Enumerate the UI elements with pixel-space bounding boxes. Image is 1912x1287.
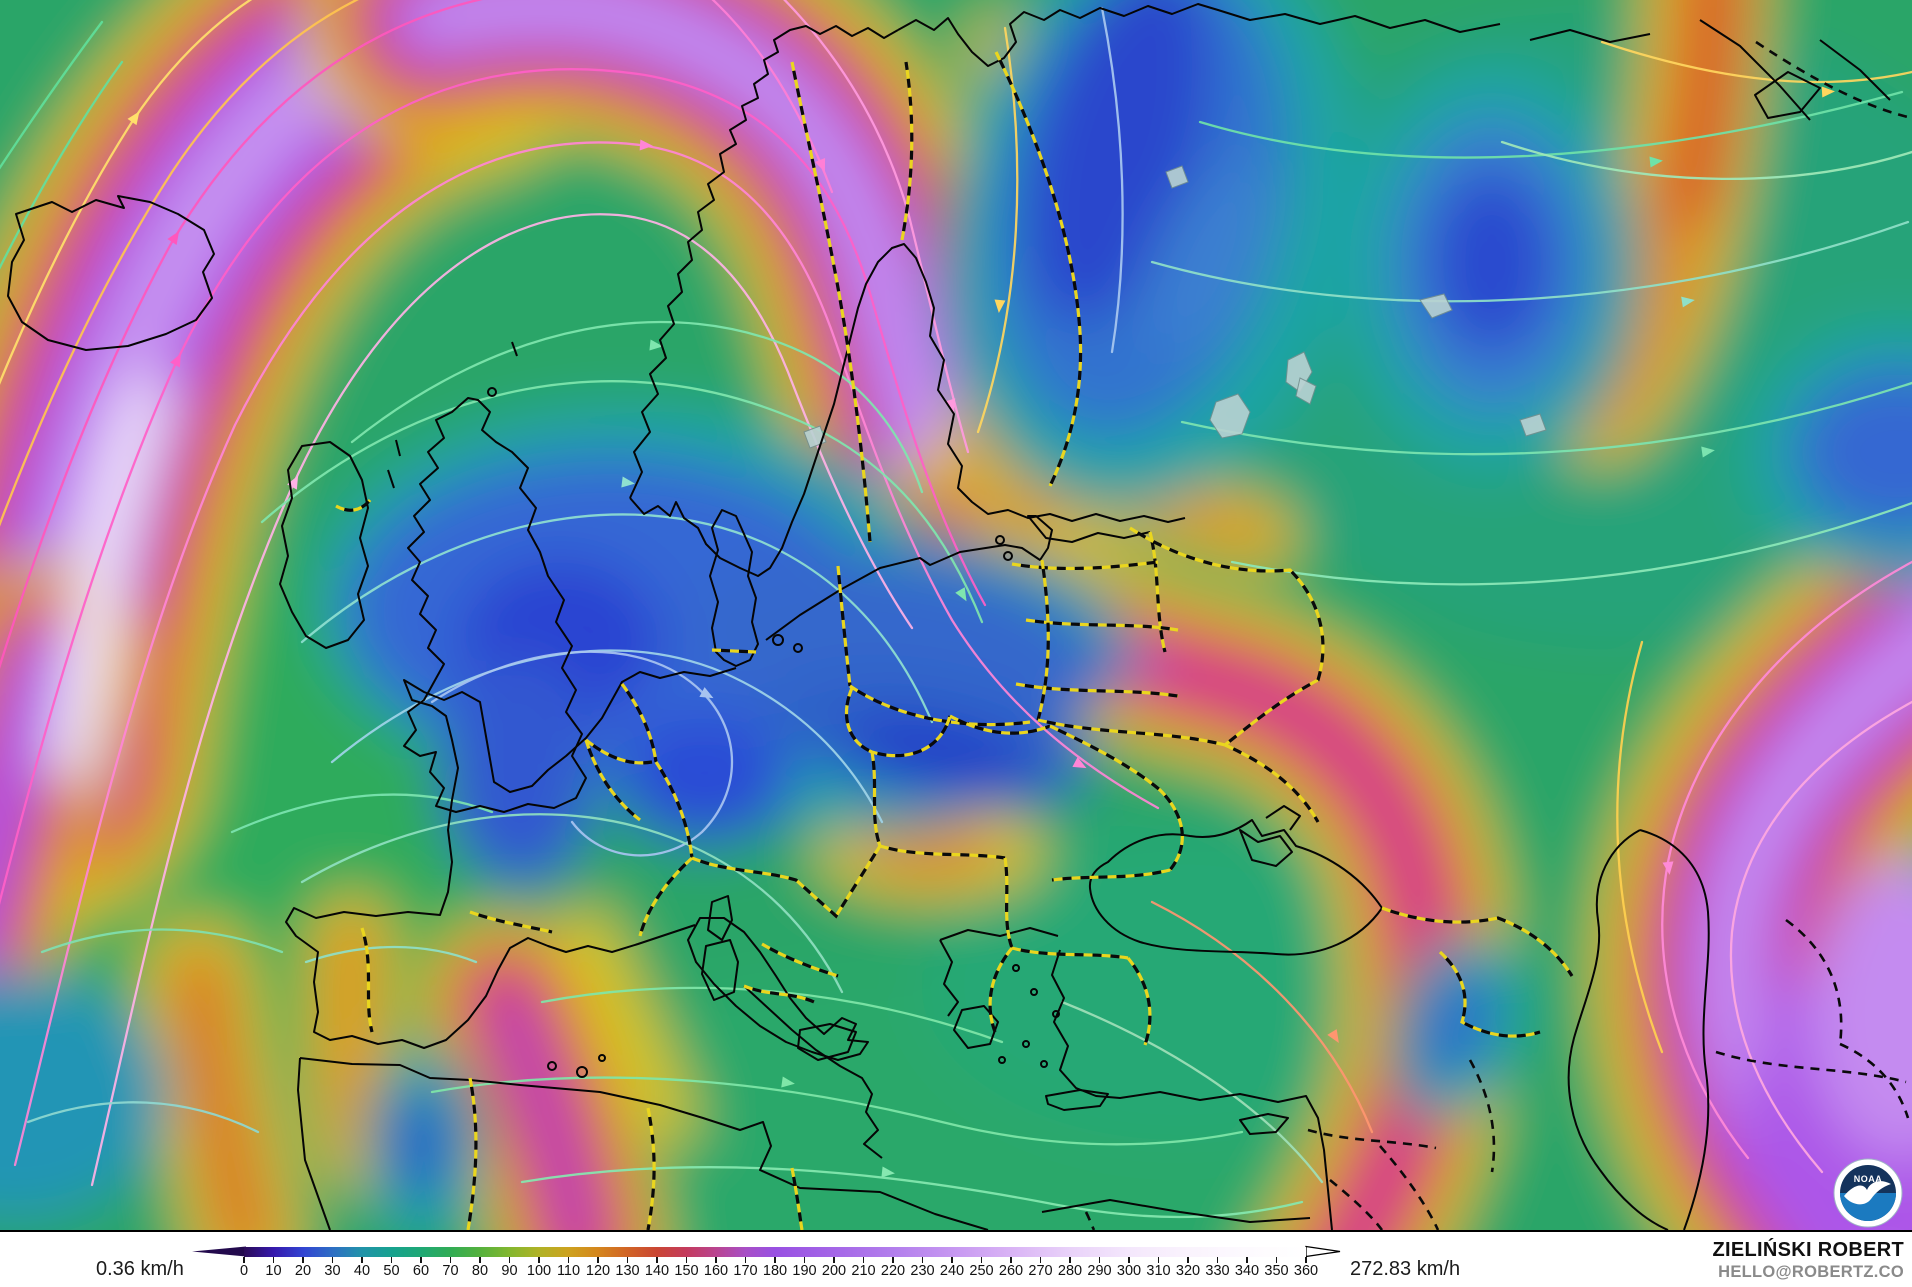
credit-email: HELLO@ROBERTZ.CO — [1718, 1263, 1904, 1281]
colorbar-tick — [715, 1256, 717, 1263]
colorbar-tick-label: 160 — [703, 1263, 729, 1279]
colorbar-tick-label: 270 — [1028, 1263, 1053, 1279]
country-borders — [7, 3, 1912, 1230]
colorbar-tick-label: 240 — [939, 1263, 965, 1279]
colorbar-tick — [656, 1256, 658, 1263]
colorbar-tick — [862, 1256, 865, 1263]
colorbar-gradient — [244, 1246, 1306, 1257]
colorbar-tick-label: 290 — [1087, 1263, 1112, 1279]
min-speed-label: 0.36 km/h — [96, 1258, 184, 1280]
colorbar-tick-label: 0 — [239, 1263, 249, 1279]
colorbar-tick-label: 350 — [1264, 1263, 1289, 1279]
colorbar-right-arrow — [1305, 1245, 1341, 1258]
colorbar-tick — [1275, 1256, 1278, 1263]
colorbar-tick — [479, 1256, 481, 1263]
colorbar-tick — [774, 1256, 776, 1263]
colorbar-tick — [390, 1256, 393, 1263]
colorbar-tick-label: 210 — [851, 1263, 876, 1279]
colorbar-tick-label: 20 — [294, 1263, 312, 1279]
colorbar-tick-label: 30 — [324, 1263, 341, 1279]
colorbar-tick — [921, 1256, 924, 1263]
colorbar-tick — [1010, 1256, 1012, 1263]
colorbar-tick-label: 110 — [556, 1263, 581, 1279]
max-speed-label: 272.83 km/h — [1350, 1258, 1461, 1280]
colorbar-arrows — [192, 1245, 1341, 1258]
colorbar-tick — [1098, 1256, 1101, 1263]
colorbar-tick-label: 170 — [733, 1263, 758, 1279]
colorbar-tick-label: 130 — [615, 1263, 640, 1279]
colorbar-tick-label: 330 — [1205, 1263, 1230, 1279]
colorbar-tick — [1246, 1256, 1248, 1263]
colorbar-tick-label: 70 — [442, 1263, 459, 1279]
colorbar-tick — [1305, 1256, 1307, 1263]
colorbar-tick-label: 200 — [821, 1263, 847, 1279]
colorbar-tick — [1039, 1256, 1042, 1263]
colorbar-tick — [272, 1256, 275, 1263]
colorbar-tick-label: 150 — [674, 1263, 699, 1279]
colorbar-tick — [1157, 1256, 1160, 1263]
credit-name: ZIELIŃSKI ROBERT — [1712, 1239, 1904, 1261]
noaa-logo-text: NOAA — [1854, 1174, 1883, 1184]
colorbar-tick-label: 220 — [880, 1263, 906, 1279]
wind-speed-field — [0, 0, 1912, 1230]
colorbar-tick — [331, 1256, 334, 1263]
colorbar-tick-label: 90 — [501, 1263, 518, 1279]
colorbar-tick-label: 320 — [1175, 1263, 1201, 1279]
colorbar-tick — [1128, 1256, 1130, 1263]
colorbar-tick — [626, 1256, 629, 1263]
map-canvas[interactable]: NOAA — [0, 0, 1912, 1232]
colorbar-tick-label: 230 — [910, 1263, 935, 1279]
colorbar-tick-label: 10 — [265, 1263, 282, 1279]
colorbar-tick-label: 40 — [353, 1263, 371, 1279]
colorbar-tick-label: 300 — [1116, 1263, 1142, 1279]
colorbar-tick — [833, 1256, 835, 1263]
colorbar-tick-label: 120 — [585, 1263, 611, 1279]
colorbar-tick-label: 180 — [762, 1263, 788, 1279]
colorbar-tick — [567, 1256, 570, 1263]
colorbar-tick — [302, 1256, 304, 1263]
credit-block: ZIELIŃSKI ROBERT HELLO@ROBERTZ.CO — [1713, 1232, 1904, 1282]
colorbar-left-arrow — [192, 1246, 246, 1257]
colorbar-tick-label: 50 — [383, 1263, 400, 1279]
colorbar-tick-label: 260 — [998, 1263, 1024, 1279]
colorbar-tick-label: 80 — [471, 1263, 489, 1279]
colorbar-tick — [1069, 1256, 1071, 1263]
colorbar-tick — [980, 1256, 983, 1263]
colorbar-tick-label: 100 — [526, 1263, 552, 1279]
colorbar-tick — [508, 1256, 511, 1263]
colorbar-tick — [1216, 1256, 1219, 1263]
colorbar-tick-label: 360 — [1293, 1263, 1319, 1279]
colorbar-tick — [597, 1256, 599, 1263]
colorbar-tick — [1187, 1256, 1189, 1263]
colorbar-tick-label: 340 — [1234, 1263, 1260, 1279]
colorbar-tick — [892, 1256, 894, 1263]
colorbar-tick — [243, 1256, 245, 1263]
colorbar-tick-label: 60 — [412, 1263, 430, 1279]
colorbar-tick — [951, 1256, 953, 1263]
colorbar-tick — [361, 1256, 363, 1263]
wind-streamlines — [0, 0, 1912, 1219]
legend-bar: 0.36 km/h 0 10 20 30 40 50 60 70 80 90 100 110 120 13… — [0, 1232, 1912, 1287]
colorbar-tick — [803, 1256, 806, 1263]
colorbar-tick — [538, 1256, 540, 1263]
colorbar-tick-label: 250 — [969, 1263, 994, 1279]
colorbar-tick — [449, 1256, 452, 1263]
streamline-arrows — [127, 86, 1835, 1178]
colorbar-tick-label: 190 — [792, 1263, 817, 1279]
noaa-logo: NOAA — [1833, 1158, 1903, 1228]
colorbar-tick-label: 280 — [1057, 1263, 1083, 1279]
colorbar-tick — [420, 1256, 422, 1263]
colorbar-tick — [685, 1256, 688, 1263]
colorbar-tick-label: 310 — [1146, 1263, 1171, 1279]
colorbar-tick — [744, 1256, 747, 1263]
colorbar-tick-label: 140 — [644, 1263, 670, 1279]
